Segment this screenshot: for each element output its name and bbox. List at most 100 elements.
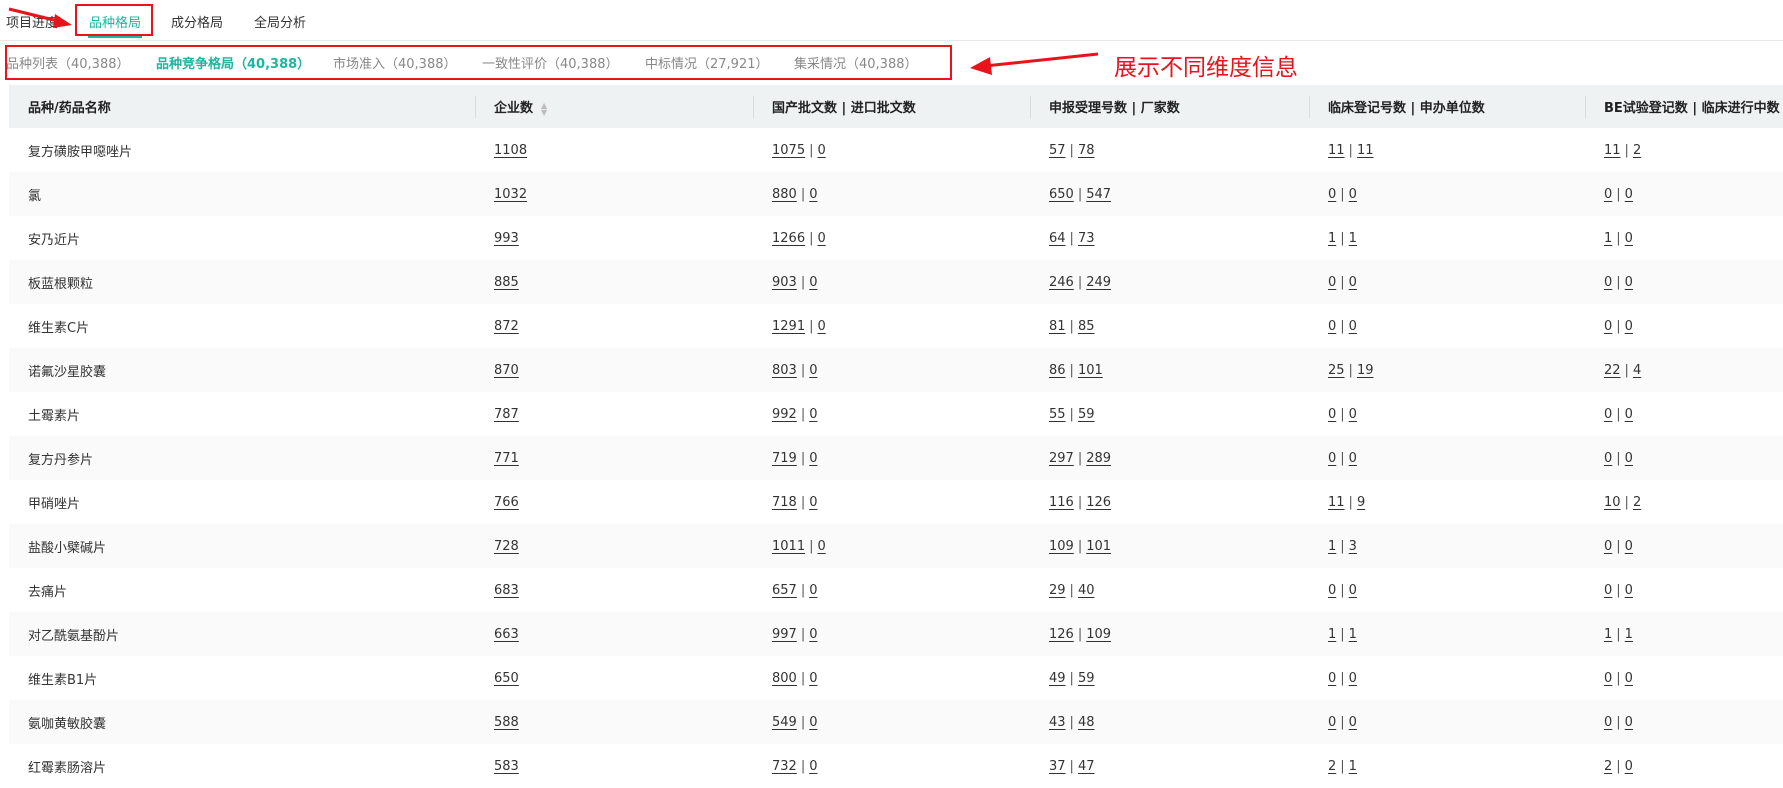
clinical-link[interactable]: 0 <box>1348 582 1357 598</box>
be-link[interactable]: 0 <box>1624 538 1633 554</box>
companies-link[interactable]: 728 <box>494 538 519 554</box>
clinical-link[interactable]: 0 <box>1328 274 1337 290</box>
be-link[interactable]: 0 <box>1624 714 1633 730</box>
clinical-link[interactable]: 1 <box>1328 626 1337 642</box>
companies-link[interactable]: 650 <box>494 670 519 686</box>
approvals-link[interactable]: 549 <box>772 714 797 730</box>
subtab-bid-status[interactable]: 中标情况（27,921） <box>645 57 769 72</box>
applications-link[interactable]: 297 <box>1049 450 1074 466</box>
approvals-link[interactable]: 0 <box>809 758 818 774</box>
clinical-link[interactable]: 0 <box>1328 406 1337 422</box>
tab-global-analysis[interactable]: 全局分析 <box>254 16 307 31</box>
be-link[interactable]: 0 <box>1604 538 1613 554</box>
applications-link[interactable]: 650 <box>1049 186 1074 202</box>
subtab-procurement-status[interactable]: 集采情况（40,388） <box>794 57 918 72</box>
be-link[interactable]: 2 <box>1604 758 1613 774</box>
be-link[interactable]: 11 <box>1604 142 1621 158</box>
column-header-companies[interactable]: 企业数 ▲ ▼ <box>475 85 753 128</box>
applications-link[interactable]: 64 <box>1049 230 1066 246</box>
clinical-link[interactable]: 0 <box>1348 406 1357 422</box>
clinical-link[interactable]: 0 <box>1328 318 1337 334</box>
be-link[interactable]: 0 <box>1624 230 1633 246</box>
approvals-link[interactable]: 0 <box>817 318 826 334</box>
approvals-link[interactable]: 657 <box>772 582 797 598</box>
companies-link[interactable]: 583 <box>494 758 519 774</box>
companies-link[interactable]: 663 <box>494 626 519 642</box>
approvals-link[interactable]: 0 <box>809 582 818 598</box>
clinical-link[interactable]: 1 <box>1348 758 1357 774</box>
applications-link[interactable]: 43 <box>1049 714 1066 730</box>
companies-link[interactable]: 870 <box>494 362 519 378</box>
applications-link[interactable]: 78 <box>1077 142 1095 158</box>
be-link[interactable]: 0 <box>1604 714 1613 730</box>
approvals-link[interactable]: 0 <box>809 494 818 510</box>
approvals-link[interactable]: 0 <box>809 450 818 466</box>
clinical-link[interactable]: 1 <box>1328 538 1337 554</box>
clinical-link[interactable]: 1 <box>1348 230 1357 246</box>
tab-ingredient-landscape[interactable]: 成分格局 <box>171 16 224 31</box>
approvals-link[interactable]: 0 <box>817 538 826 554</box>
applications-link[interactable]: 126 <box>1086 494 1112 510</box>
applications-link[interactable]: 85 <box>1077 318 1095 334</box>
approvals-link[interactable]: 800 <box>772 670 797 686</box>
clinical-link[interactable]: 25 <box>1328 362 1345 378</box>
sort-icon[interactable]: ▲ ▼ <box>541 100 548 117</box>
companies-link[interactable]: 683 <box>494 582 519 598</box>
companies-link[interactable]: 1032 <box>494 186 528 202</box>
be-link[interactable]: 2 <box>1632 142 1642 158</box>
be-link[interactable]: 1 <box>1604 626 1613 642</box>
applications-link[interactable]: 48 <box>1077 714 1095 730</box>
approvals-link[interactable]: 0 <box>809 626 818 642</box>
applications-link[interactable]: 289 <box>1086 450 1112 466</box>
approvals-link[interactable]: 732 <box>772 758 797 774</box>
be-link[interactable]: 0 <box>1624 186 1633 202</box>
applications-link[interactable]: 55 <box>1049 406 1066 422</box>
clinical-link[interactable]: 0 <box>1348 670 1357 686</box>
be-link[interactable]: 0 <box>1604 450 1613 466</box>
clinical-link[interactable]: 0 <box>1348 450 1357 466</box>
clinical-link[interactable]: 0 <box>1328 186 1337 202</box>
clinical-link[interactable]: 0 <box>1348 186 1357 202</box>
clinical-link[interactable]: 1 <box>1328 230 1337 246</box>
be-link[interactable]: 0 <box>1604 274 1613 290</box>
approvals-link[interactable]: 997 <box>772 626 797 642</box>
approvals-link[interactable]: 0 <box>809 406 818 422</box>
be-link[interactable]: 0 <box>1604 186 1613 202</box>
be-link[interactable]: 0 <box>1624 582 1633 598</box>
applications-link[interactable]: 37 <box>1049 758 1066 774</box>
companies-link[interactable]: 787 <box>494 406 519 422</box>
approvals-link[interactable]: 0 <box>817 142 826 158</box>
applications-link[interactable]: 73 <box>1077 230 1095 246</box>
applications-link[interactable]: 249 <box>1086 274 1112 290</box>
be-link[interactable]: 10 <box>1604 494 1621 510</box>
clinical-link[interactable]: 11 <box>1356 142 1374 158</box>
be-link[interactable]: 0 <box>1624 318 1633 334</box>
applications-link[interactable]: 59 <box>1077 406 1095 422</box>
be-link[interactable]: 2 <box>1632 494 1642 510</box>
be-link[interactable]: 0 <box>1624 450 1633 466</box>
be-link[interactable]: 4 <box>1632 362 1642 378</box>
be-link[interactable]: 0 <box>1624 670 1633 686</box>
approvals-link[interactable]: 0 <box>809 362 818 378</box>
companies-link[interactable]: 993 <box>494 230 519 246</box>
clinical-link[interactable]: 0 <box>1328 450 1337 466</box>
clinical-link[interactable]: 1 <box>1348 626 1357 642</box>
be-link[interactable]: 0 <box>1604 582 1613 598</box>
applications-link[interactable]: 49 <box>1049 670 1066 686</box>
clinical-link[interactable]: 11 <box>1328 494 1345 510</box>
companies-link[interactable]: 771 <box>494 450 519 466</box>
applications-link[interactable]: 57 <box>1049 142 1066 158</box>
clinical-link[interactable]: 0 <box>1328 670 1337 686</box>
approvals-link[interactable]: 0 <box>817 230 826 246</box>
applications-link[interactable]: 86 <box>1049 362 1066 378</box>
companies-link[interactable]: 588 <box>494 714 519 730</box>
applications-link[interactable]: 126 <box>1049 626 1074 642</box>
be-link[interactable]: 0 <box>1604 670 1613 686</box>
applications-link[interactable]: 246 <box>1049 274 1074 290</box>
approvals-link[interactable]: 0 <box>809 186 818 202</box>
be-link[interactable]: 1 <box>1604 230 1613 246</box>
companies-link[interactable]: 1108 <box>494 142 528 158</box>
companies-link[interactable]: 885 <box>494 274 519 290</box>
approvals-link[interactable]: 992 <box>772 406 797 422</box>
approvals-link[interactable]: 903 <box>772 274 797 290</box>
